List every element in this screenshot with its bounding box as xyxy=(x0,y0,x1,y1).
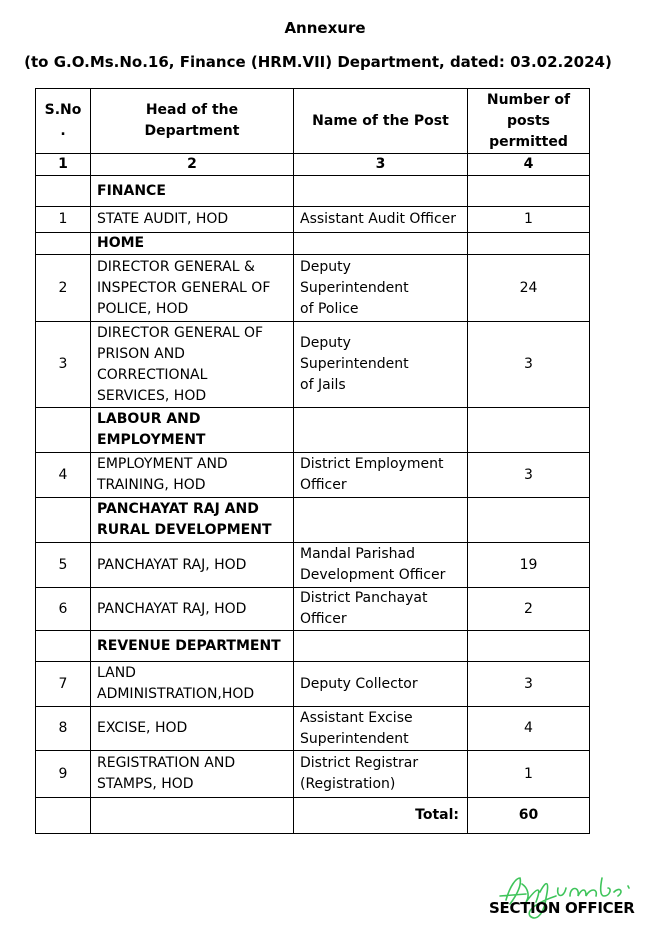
sno-cell xyxy=(35,497,91,543)
head-of-department: STATE AUDIT, HOD xyxy=(90,206,294,233)
sno-cell xyxy=(35,232,91,255)
empty-cell xyxy=(35,797,91,834)
post-name: Assistant Audit Officer xyxy=(293,206,468,233)
table-row: 1 STATE AUDIT, HOD Assistant Audit Officer… xyxy=(35,206,590,233)
count-cell xyxy=(467,175,590,207)
table-row: 8 EXCISE, HOD Assistant Excise Superintend… xyxy=(35,706,590,751)
header-count: Number of posts permitted xyxy=(467,88,590,154)
section-name: REVENUE DEPARTMENT xyxy=(90,630,294,662)
head-of-department: PANCHAYAT RAJ, HOD xyxy=(90,587,294,631)
head-of-department: EXCISE, HOD xyxy=(90,706,294,751)
sno-cell xyxy=(35,175,91,207)
sno-cell: 9 xyxy=(35,750,91,798)
head-of-department: REGISTRATION AND STAMPS, HOD xyxy=(90,750,294,798)
posts-count: 1 xyxy=(467,206,590,233)
sno-cell: 1 xyxy=(35,206,91,233)
table-row: 3 DIRECTOR GENERAL OF PRISON AND CORRECTI… xyxy=(35,321,590,408)
posts-count: 3 xyxy=(467,321,590,408)
section-row: PANCHAYAT RAJ AND RURAL DEVELOPMENT xyxy=(35,497,590,543)
count-cell xyxy=(467,407,590,453)
table-row: 7 LAND ADMINISTRATION,HOD Deputy Collector… xyxy=(35,661,590,707)
head-of-department: PANCHAYAT RAJ, HOD xyxy=(90,542,294,588)
posts-count: 3 xyxy=(467,452,590,498)
table-row: 5 PANCHAYAT RAJ, HOD Mandal Parishad Devel… xyxy=(35,542,590,588)
section-row: LABOUR AND EMPLOYMENT xyxy=(35,407,590,453)
table-row: 4 EMPLOYMENT AND TRAINING, HOD District Em… xyxy=(35,452,590,498)
sno-cell xyxy=(35,407,91,453)
sno-cell: 8 xyxy=(35,706,91,751)
sno-cell xyxy=(35,630,91,662)
head-of-department: DIRECTOR GENERAL & INSPECTOR GENERAL OF … xyxy=(90,254,294,322)
table-row: 9 REGISTRATION AND STAMPS, HOD District Re… xyxy=(35,750,590,798)
post-name: District Registrar (Registration) xyxy=(293,750,468,798)
header-sno: S.No . xyxy=(35,88,91,154)
total-row: Total: 60 xyxy=(35,797,590,834)
posts-count: 24 xyxy=(467,254,590,322)
document-subtitle: (to G.O.Ms.No.16, Finance (HRM.VII) Depa… xyxy=(24,53,612,71)
table-row: 2 DIRECTOR GENERAL & INSPECTOR GENERAL OF… xyxy=(35,254,590,322)
empty-cell xyxy=(90,797,294,834)
section-row: FINANCE xyxy=(35,175,590,207)
count-cell xyxy=(467,232,590,255)
posts-count: 19 xyxy=(467,542,590,588)
count-cell xyxy=(467,497,590,543)
table-row: 6 PANCHAYAT RAJ, HOD District Panchayat Of… xyxy=(35,587,590,631)
post-name: District Employment Officer xyxy=(293,452,468,498)
col-number: 1 xyxy=(35,153,91,176)
sno-cell: 2 xyxy=(35,254,91,322)
signature-designation: SECTION OFFICER xyxy=(489,899,635,917)
count-cell xyxy=(467,630,590,662)
post-cell xyxy=(293,232,468,255)
posts-count: 4 xyxy=(467,706,590,751)
section-name: LABOUR AND EMPLOYMENT xyxy=(90,407,294,453)
post-cell xyxy=(293,497,468,543)
post-cell xyxy=(293,630,468,662)
post-name: Deputy Superintendent of Jails xyxy=(293,321,468,408)
head-of-department: DIRECTOR GENERAL OF PRISON AND CORRECTIO… xyxy=(90,321,294,408)
sno-cell: 4 xyxy=(35,452,91,498)
posts-count: 3 xyxy=(467,661,590,707)
header-head: Head of the Department xyxy=(90,88,294,154)
post-name: District Panchayat Officer xyxy=(293,587,468,631)
sno-cell: 7 xyxy=(35,661,91,707)
posts-count: 1 xyxy=(467,750,590,798)
posts-count: 2 xyxy=(467,587,590,631)
section-name: FINANCE xyxy=(90,175,294,207)
total-label: Total: xyxy=(293,797,468,834)
section-row: REVENUE DEPARTMENT xyxy=(35,630,590,662)
post-cell xyxy=(293,175,468,207)
post-name: Deputy Collector xyxy=(293,661,468,707)
section-name: PANCHAYAT RAJ AND RURAL DEVELOPMENT xyxy=(90,497,294,543)
post-name: Deputy Superintendent of Police xyxy=(293,254,468,322)
post-cell xyxy=(293,407,468,453)
head-of-department: LAND ADMINISTRATION,HOD xyxy=(90,661,294,707)
posts-table: S.No . Head of the Department Name of th… xyxy=(35,88,590,834)
head-of-department: EMPLOYMENT AND TRAINING, HOD xyxy=(90,452,294,498)
sno-cell: 3 xyxy=(35,321,91,408)
col-number: 3 xyxy=(293,153,468,176)
header-post: Name of the Post xyxy=(293,88,468,154)
total-value: 60 xyxy=(467,797,590,834)
section-name: HOME xyxy=(90,232,294,255)
post-name: Mandal Parishad Development Officer xyxy=(293,542,468,588)
sno-cell: 5 xyxy=(35,542,91,588)
post-name: Assistant Excise Superintendent xyxy=(293,706,468,751)
sno-cell: 6 xyxy=(35,587,91,631)
col-number: 4 xyxy=(467,153,590,176)
column-number-row: 1 2 3 4 xyxy=(35,153,590,176)
col-number: 2 xyxy=(90,153,294,176)
document-title: Annexure xyxy=(284,19,366,37)
signature xyxy=(499,877,630,919)
header-row: S.No . Head of the Department Name of th… xyxy=(35,88,590,154)
section-row: HOME xyxy=(35,232,590,255)
